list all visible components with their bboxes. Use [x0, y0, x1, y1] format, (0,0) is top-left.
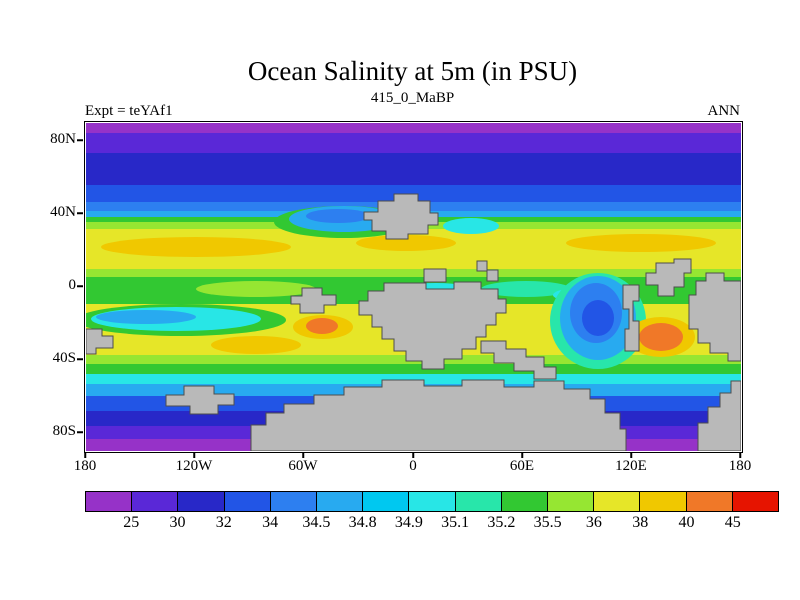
colorbar-labels: 25 30 32 34 34.5 34.8 34.9 35.1 35.2 35.5 36 38 40 45	[85, 514, 779, 534]
map-area	[84, 121, 743, 453]
colorbar-segment	[131, 492, 178, 511]
y-tick-label: 80N	[50, 131, 76, 147]
x-tick-label: 60E	[509, 458, 535, 474]
colorbar-segment	[86, 492, 132, 511]
land-south-west	[165, 385, 235, 415]
land-east-block	[688, 272, 741, 362]
y-tick-label: 0	[68, 277, 77, 293]
colorbar-label: 34.9	[394, 514, 423, 531]
colorbar-segment	[408, 492, 455, 511]
land-left-edge	[86, 328, 114, 355]
colorbar-label: 34.8	[348, 514, 377, 531]
colorbar-label: 32	[215, 514, 232, 531]
colorbar-segment	[223, 492, 270, 511]
colorbar-segment	[316, 492, 363, 511]
colorbar	[85, 491, 779, 512]
colorbar-segment	[177, 492, 224, 511]
land-north-central	[363, 193, 439, 240]
plot-title: Ocean Salinity at 5m (in PSU)	[247, 56, 578, 86]
colorbar-segment	[547, 492, 594, 511]
land-islet-b	[486, 269, 499, 282]
x-tick-mark	[412, 452, 414, 458]
colorbar-segment	[593, 492, 640, 511]
land-central-arm	[480, 340, 557, 380]
colorbar-segment	[362, 492, 409, 511]
y-tick-mark	[77, 431, 83, 433]
colorbar-segment	[685, 492, 732, 511]
y-tick-mark	[77, 139, 83, 141]
x-tick-label: 60W	[288, 458, 318, 474]
x-tick-mark	[193, 452, 195, 458]
x-tick-mark	[630, 452, 632, 458]
colorbar-label: 34	[262, 514, 279, 531]
land-islet-a	[476, 260, 488, 272]
land-east-upper	[645, 258, 692, 297]
y-tick-mark	[77, 212, 83, 214]
colorbar-label: 36	[585, 514, 602, 531]
colorbar-segment	[731, 492, 779, 511]
x-tick-label: 180	[728, 458, 752, 474]
salinity-map	[86, 123, 741, 451]
colorbar-segment	[500, 492, 548, 511]
x-tick-mark	[739, 452, 741, 458]
colorbar-label: 30	[169, 514, 186, 531]
x-tick-mark	[302, 452, 304, 458]
colorbar-label: 35.5	[533, 514, 562, 531]
y-tick-label: 40N	[50, 204, 76, 220]
colorbar-segment	[639, 492, 686, 511]
colorbar-segment	[454, 492, 501, 511]
colorbar-label: 25	[123, 514, 140, 531]
plot-subtitle: 415_0_MaBP	[370, 90, 455, 106]
y-tick-mark	[77, 358, 83, 360]
colorbar-label: 45	[724, 514, 741, 531]
x-tick-mark	[521, 452, 523, 458]
y-tick-label: 40S	[52, 350, 76, 366]
y-tick-mark	[77, 285, 83, 287]
land-islet-c	[423, 268, 447, 283]
landmasses	[86, 193, 741, 451]
land-east-strip	[622, 284, 640, 352]
land-south-east	[697, 380, 741, 451]
colorbar-label: 35.2	[487, 514, 516, 531]
land-central-mass	[358, 281, 507, 370]
colorbar-label: 40	[678, 514, 695, 531]
colorbar-label: 38	[632, 514, 649, 531]
salinity-patches	[86, 206, 716, 369]
y-tick-label: 80S	[52, 423, 76, 439]
experiment-label: Expt = teYAf1	[85, 103, 173, 119]
colorbar-label: 34.5	[302, 514, 331, 531]
colorbar-label: 35.1	[441, 514, 470, 531]
land-west-blob	[290, 287, 337, 314]
season-label: ANN	[707, 103, 741, 119]
x-tick-label: 0	[409, 458, 417, 474]
x-tick-label: 120W	[175, 458, 213, 474]
colorbar-segment	[269, 492, 317, 511]
x-tick-label: 120E	[615, 458, 647, 474]
land-south-polar	[250, 379, 627, 451]
x-tick-label: 180	[73, 458, 97, 474]
x-tick-mark	[84, 452, 86, 458]
